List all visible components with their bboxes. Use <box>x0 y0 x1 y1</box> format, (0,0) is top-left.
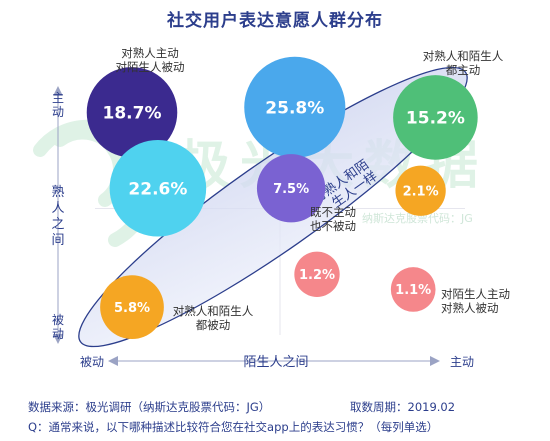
y-tick-label: 被 <box>52 313 64 327</box>
y-tick-label: 主 <box>52 91 64 105</box>
bubble-value-label: 25.8% <box>265 98 324 118</box>
x-axis-arrow-left-icon <box>108 356 118 366</box>
bubble <box>393 75 478 160</box>
bubble-annotation: 也不被动 <box>310 219 356 233</box>
y-axis-arrow-down-icon <box>53 334 63 344</box>
y-axis-label: 熟 <box>51 184 64 200</box>
survey-question: Q：通常来说，以下哪种描述比较符合您在社交app上的表达习惯？（每列单选） <box>28 420 439 434</box>
chart-title: 社交用户表达意愿人群分布 <box>167 11 383 31</box>
y-tick-label: 动 <box>52 327 64 341</box>
bubble <box>100 275 164 340</box>
bubble-value-label: 18.7% <box>103 103 162 123</box>
bubble-value-label: 1.2% <box>299 268 335 283</box>
bubble-annotation: 对熟人和陌生人 <box>173 304 254 318</box>
bubble-value-label: 1.1% <box>395 283 431 298</box>
bubble-annotation: 对熟人被动 <box>441 301 499 315</box>
bubble <box>256 154 326 223</box>
bubble <box>244 56 346 158</box>
y-axis-label: 之 <box>51 217 64 232</box>
watermark-subtext: 纳斯达克股票代码：JG <box>362 212 473 225</box>
bubble-annotation: 对熟人主动 <box>121 46 179 60</box>
bubble-annotation: 对陌生人主动 <box>441 287 510 301</box>
data-period: 取数周期：2019.02 <box>350 400 456 414</box>
y-axis-label: 间 <box>51 233 64 248</box>
bubble-annotation: 对陌生人被动 <box>116 60 185 74</box>
bubble-value-label: 7.5% <box>273 182 309 197</box>
bubble-value-label: 15.2% <box>406 109 465 129</box>
y-axis-label: 人 <box>51 201 64 216</box>
bubble <box>390 267 436 312</box>
x-tick-label: 被动 <box>80 355 104 369</box>
y-tick-label: 动 <box>52 105 64 119</box>
bubble-value-label: 22.6% <box>128 179 187 199</box>
bubble <box>86 67 178 158</box>
data-source: 数据来源：极光调研（纳斯达克股票代码：JG） <box>28 400 271 414</box>
bubble-value-label: 2.1% <box>403 184 439 199</box>
bubble-value-label: 5.8% <box>114 301 150 316</box>
bubble <box>109 139 207 237</box>
x-axis-arrow-right-icon <box>430 356 440 366</box>
bubble-annotation: 都被动 <box>196 318 231 332</box>
bubble <box>294 251 340 297</box>
bubble-annotation: 对熟人和陌生人 <box>423 49 504 63</box>
x-tick-label: 主动 <box>450 355 474 369</box>
bubble <box>395 165 446 216</box>
bubble-annotation: 既不主动 <box>310 205 356 219</box>
bubble-annotation: 都主动 <box>446 63 481 77</box>
x-axis-label: 陌生人之间 <box>243 355 308 370</box>
y-axis-arrow-up-icon <box>53 86 63 96</box>
